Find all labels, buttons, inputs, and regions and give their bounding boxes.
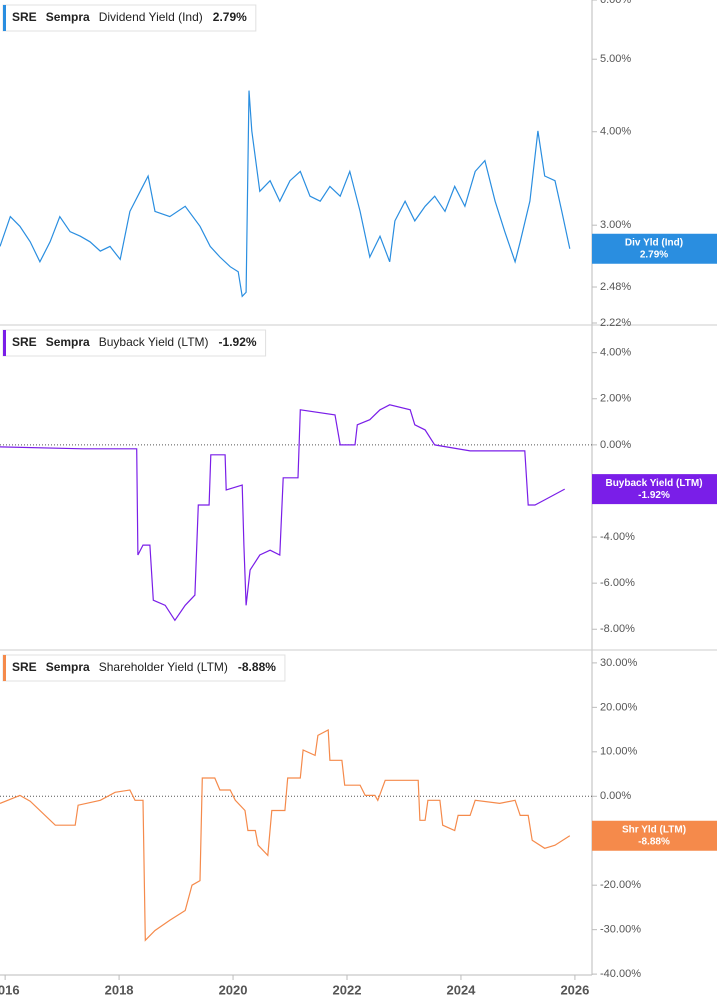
series-line [0,729,571,942]
legend-text: -8.88% [238,660,276,674]
legend-text: SRE [12,660,37,674]
legend-text: Dividend Yield (Ind) [99,10,203,24]
last-value-label: -8.88% [638,836,670,847]
y-tick-label: -6.00% [600,577,635,589]
y-tick-label: 0.00% [600,439,631,451]
legend-text: SRE [12,10,37,24]
y-tick-label: 0.00% [600,790,631,802]
legend-box [2,329,267,357]
legend-swatch [3,5,6,31]
last-value-label: -1.92% [638,490,670,501]
last-value-name: Buyback Yield (LTM) [605,478,702,489]
legend: SRE Sempra Buyback Yield (LTM) -1.92% [2,329,267,357]
y-tick-label: -8.00% [600,623,635,635]
legend-text: SRE [12,335,37,349]
legend-swatch [3,330,6,356]
legend: SRE Sempra Shareholder Yield (LTM) -8.88% [2,654,286,682]
legend-box [2,654,286,682]
legend-text: Sempra [46,660,90,674]
y-tick-label: 4.00% [600,126,631,138]
x-tick-label: 2018 [105,982,134,997]
x-tick-label: 2020 [219,982,248,997]
y-tick-label: 2.22% [600,317,631,329]
y-tick-label: -4.00% [600,531,635,543]
y-tick-label: 2.48% [600,281,631,293]
x-tick-label: 2024 [446,982,476,997]
series-line [0,90,571,298]
last-value-box [592,233,717,264]
legend-text: Buyback Yield (LTM) [99,335,209,349]
y-tick-label: 10.00% [600,746,638,758]
x-tick-label: 2016 [0,982,20,997]
legend-text: 2.79% [213,10,247,24]
legend-swatch [3,655,6,681]
x-tick-label: 2026 [560,982,589,997]
last-value-box [592,820,717,851]
y-tick-label: 3.00% [600,219,631,231]
last-value-name: Div Yld (Ind) [625,237,683,248]
y-tick-label: 20.00% [600,701,638,713]
last-value-box [592,474,717,505]
series-line [0,404,565,622]
y-tick-label: 5.00% [600,53,631,65]
y-tick-label: 2.00% [600,393,631,405]
legend-text: Sempra [46,10,90,24]
legend: SRE Sempra Dividend Yield (Ind) 2.79% [2,4,257,32]
legend-box [2,4,257,32]
x-tick-label: 2022 [333,982,362,997]
y-tick-label: -30.00% [600,924,641,936]
legend-text: Sempra [46,335,90,349]
legend-text: Shareholder Yield (LTM) [99,660,228,674]
y-tick-label: -40.00% [600,968,641,980]
last-value-label: 2.79% [640,249,668,260]
y-tick-label: -20.00% [600,879,641,891]
last-value-name: Shr Yld (LTM) [622,824,686,835]
y-tick-label: 30.00% [600,657,638,669]
legend-text: -1.92% [219,335,257,349]
y-tick-label: 6.00% [600,0,631,6]
y-tick-label: 4.00% [600,347,631,359]
